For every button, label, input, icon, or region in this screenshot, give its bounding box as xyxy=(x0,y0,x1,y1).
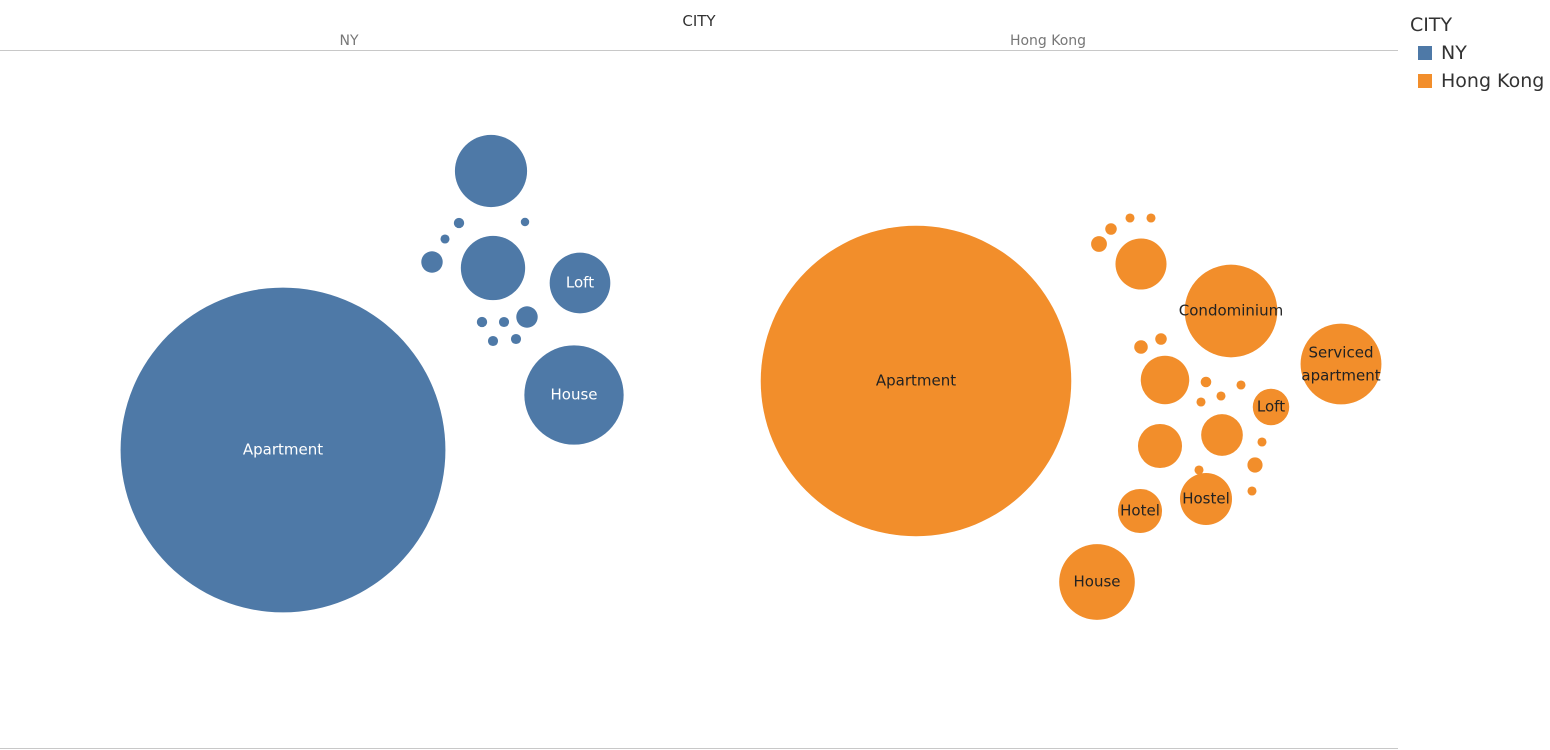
bubble-hong-kong-21[interactable] xyxy=(1257,437,1267,447)
bubble-ny-10[interactable] xyxy=(498,316,510,328)
column-label-hong-kong: Hong Kong xyxy=(1009,33,1087,49)
bubble-hong-kong-23[interactable] xyxy=(1247,457,1263,473)
legend-swatch-ny xyxy=(1418,46,1432,60)
bubble-hong-kong-22[interactable] xyxy=(1247,486,1257,496)
bubble-hong-kong-16[interactable] xyxy=(1155,333,1167,345)
bubble-ny-12[interactable] xyxy=(487,335,499,347)
bubble-ny-11[interactable] xyxy=(516,306,538,328)
bubble-label-hong-kong-condominium: Condominium xyxy=(1179,302,1283,320)
bubble-ny-13[interactable] xyxy=(510,333,522,345)
legend-item-ny[interactable]: NY xyxy=(1410,39,1544,67)
bubble-ny-2[interactable] xyxy=(460,235,526,301)
legend-title: CITY xyxy=(1410,14,1453,36)
bubble-hong-kong-10[interactable] xyxy=(1201,414,1243,456)
bubble-hong-kong-24[interactable] xyxy=(1194,465,1204,475)
bubble-hong-kong-serviced-apartment[interactable] xyxy=(1300,323,1382,405)
bubble-hong-kong-14[interactable] xyxy=(1146,213,1156,223)
bubble-ny-6[interactable] xyxy=(440,234,450,244)
bubble-hong-kong-12[interactable] xyxy=(1105,223,1117,235)
bubble-ny-1[interactable] xyxy=(454,134,528,208)
bubble-hong-kong-19[interactable] xyxy=(1196,397,1206,407)
bubble-hong-kong-18[interactable] xyxy=(1216,391,1226,401)
bubble-hong-kong-11[interactable] xyxy=(1091,236,1107,252)
bubble-ny-7[interactable] xyxy=(520,217,530,227)
bubble-hong-kong-20[interactable] xyxy=(1236,380,1246,390)
legend: CITY NY Hong Kong xyxy=(1410,14,1544,95)
bubble-label-hong-kong-hotel: Hotel xyxy=(1120,502,1160,520)
bubble-ny-apartment[interactable] xyxy=(120,287,446,613)
legend-label-ny: NY xyxy=(1441,42,1467,64)
bubble-hong-kong-9[interactable] xyxy=(1140,355,1190,405)
bubble-label-hong-kong-hostel: Hostel xyxy=(1182,490,1230,508)
bubble-hong-kong-15[interactable] xyxy=(1134,340,1148,354)
bubble-ny-8[interactable] xyxy=(421,251,443,273)
bubble-ny-9[interactable] xyxy=(476,316,488,328)
legend-swatch-hong-kong xyxy=(1418,74,1432,88)
bubble-label-ny-apartment: Apartment xyxy=(243,441,323,459)
legend-label-hong-kong: Hong Kong xyxy=(1441,70,1545,92)
bubble-label-hong-kong-apartment: Apartment xyxy=(876,372,956,390)
bubble-hong-kong-hotel[interactable] xyxy=(1117,488,1163,534)
bubble-ny-house[interactable] xyxy=(524,345,624,445)
chart-header-title: CITY xyxy=(682,12,716,30)
bubble-label-hong-kong-serviced-apartment: Serviced apartment xyxy=(1301,343,1380,384)
bubble-ny-loft[interactable] xyxy=(549,252,611,314)
header-divider xyxy=(0,50,1398,51)
bubble-hong-kong-8[interactable] xyxy=(1137,423,1183,469)
bottom-divider xyxy=(0,748,1398,749)
bubble-hong-kong-house[interactable] xyxy=(1059,544,1135,620)
column-label-ny: NY xyxy=(339,33,359,49)
bubble-label-ny-house: House xyxy=(550,386,597,404)
bubble-hong-kong-apartment[interactable] xyxy=(760,225,1072,537)
bubble-hong-kong-hostel[interactable] xyxy=(1179,472,1233,526)
bubble-label-ny-loft: Loft xyxy=(566,274,594,292)
bubble-hong-kong-17[interactable] xyxy=(1200,376,1212,388)
bubble-label-hong-kong-house: House xyxy=(1073,573,1120,591)
bubble-hong-kong-condominium[interactable] xyxy=(1184,264,1278,358)
bubble-ny-5[interactable] xyxy=(453,217,465,229)
bubble-hong-kong-13[interactable] xyxy=(1125,213,1135,223)
bubble-chart: Apartment Loft House Apartment Condominium Se… xyxy=(120,134,1382,620)
bubble-hong-kong-loft[interactable] xyxy=(1252,388,1290,426)
bubble-label-hong-kong-loft: Loft xyxy=(1257,398,1285,416)
bubble-hong-kong-7[interactable] xyxy=(1115,238,1167,290)
legend-item-hong-kong[interactable]: Hong Kong xyxy=(1410,67,1544,95)
